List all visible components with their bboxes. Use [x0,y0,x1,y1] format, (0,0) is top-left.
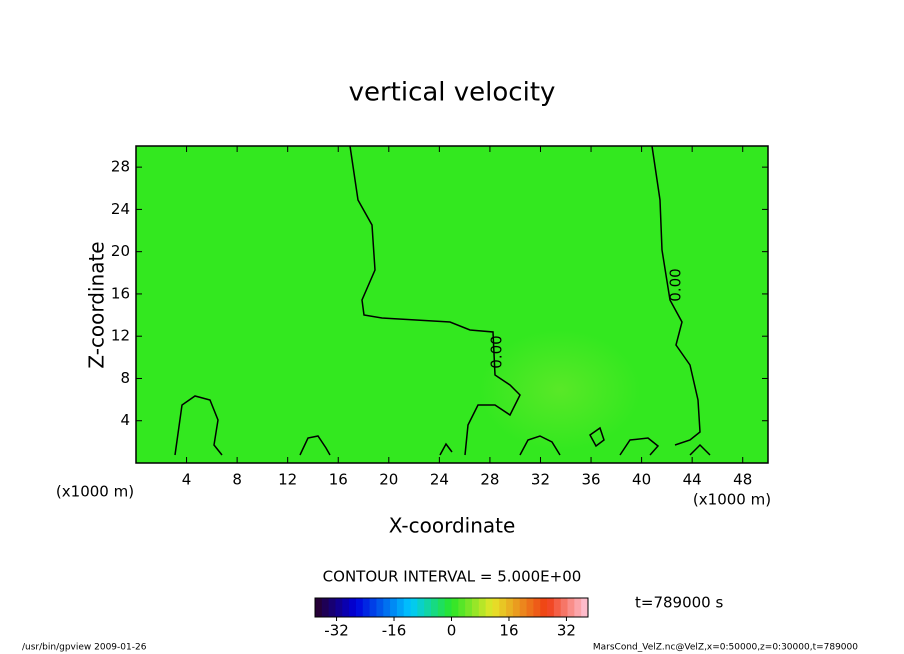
x-tick-label: 24 [430,471,449,489]
colorbar-cell [355,598,364,617]
contour-label: 0.00 [488,335,506,368]
field-shade [480,330,640,450]
colorbar-tick-label: -16 [382,622,407,640]
colorbar-tick-label: -32 [324,622,349,640]
x-tick-label: 36 [581,471,600,489]
colorbar-tick-label: 0 [447,622,457,640]
x-tick-label: 44 [683,471,702,489]
colorbar-cell [383,598,391,617]
contour-label: 0.00 [667,268,685,301]
colorbar-cell [478,598,487,617]
colorbar-cell [335,598,343,617]
colorbar-cell [396,598,405,617]
colorbar-cell [362,598,371,617]
colorbar-cell [512,598,521,617]
y-tick-label: 4 [120,411,130,429]
colorbar-cell [533,598,541,617]
colorbar-cell [444,598,452,617]
colorbar-tick-label: 32 [557,622,576,640]
x-tick-label: 28 [480,471,499,489]
colorbar-cell [492,598,500,617]
colorbar-cell [560,598,569,617]
colorbar-cell [403,598,412,617]
footer-right: MarsCond_VelZ.nc@VelZ,x=0:50000,z=0:3000… [593,643,858,653]
chart-title: vertical velocity [349,78,556,108]
colorbar-cell [431,598,439,617]
contour-interval: CONTOUR INTERVAL = 5.000E+00 [323,568,582,586]
colorbar-cell [547,598,555,617]
colorbar-cell [328,598,336,617]
x-tick-label: 16 [329,471,348,489]
colorbar-cell [499,598,507,617]
x-tick-label: 20 [379,471,398,489]
x-tick-label: 12 [278,471,297,489]
y-tick-label: 28 [111,158,130,176]
colorbar-cell [321,598,330,617]
y-tick-label: 24 [111,200,130,218]
y-tick-label: 20 [111,242,130,260]
y-axis-title: Z-coordinate [85,241,109,368]
colorbar-cell [567,598,575,617]
x-tick-label: 4 [182,471,192,489]
colorbar-cell [437,598,446,617]
colorbar-cell [581,598,589,617]
colorbar-cell [485,598,493,617]
colorbar: -32 -16 0 16 32 [314,597,589,640]
colorbar-cell [574,598,582,617]
x-tick-label: 48 [733,471,752,489]
colorbar-cell [553,598,562,617]
x-unit: (x1000 m) [693,491,771,509]
plot-area [136,146,768,463]
colorbar-cell [540,598,548,617]
colorbar-cell [424,598,432,617]
footer-left: /usr/bin/gpview 2009-01-26 [22,643,147,653]
colorbar-cell [471,598,480,617]
y-tick-label: 16 [111,284,130,302]
colorbar-cell [519,598,528,617]
y-tick-label: 8 [120,369,130,387]
x-tick-label: 40 [632,471,651,489]
colorbar-cell [417,598,425,617]
colorbar-cell [506,598,514,617]
plot-frame [135,145,769,464]
colorbar-tick-label: 16 [499,622,518,640]
colorbar-cell [465,598,473,617]
colorbar-cell [451,598,459,617]
colorbar-cell [390,598,398,617]
colorbar-cell [376,598,384,617]
time-label: t=789000 s [635,594,723,612]
colorbar-cell [410,598,418,617]
x-tick-label: 32 [531,471,550,489]
colorbar-cell [349,598,357,617]
colorbar-cell [342,598,350,617]
colorbar-cell [458,598,466,617]
x-unit: (x1000 m) [56,483,134,501]
colorbar-cell [315,598,323,617]
contour-lines [174,145,711,456]
x-tick-label: 8 [232,471,242,489]
x-axis-title: X-coordinate [389,514,516,538]
colorbar-cell [369,598,377,617]
y-tick-label: 12 [111,327,130,345]
colorbar-cell [526,598,534,617]
